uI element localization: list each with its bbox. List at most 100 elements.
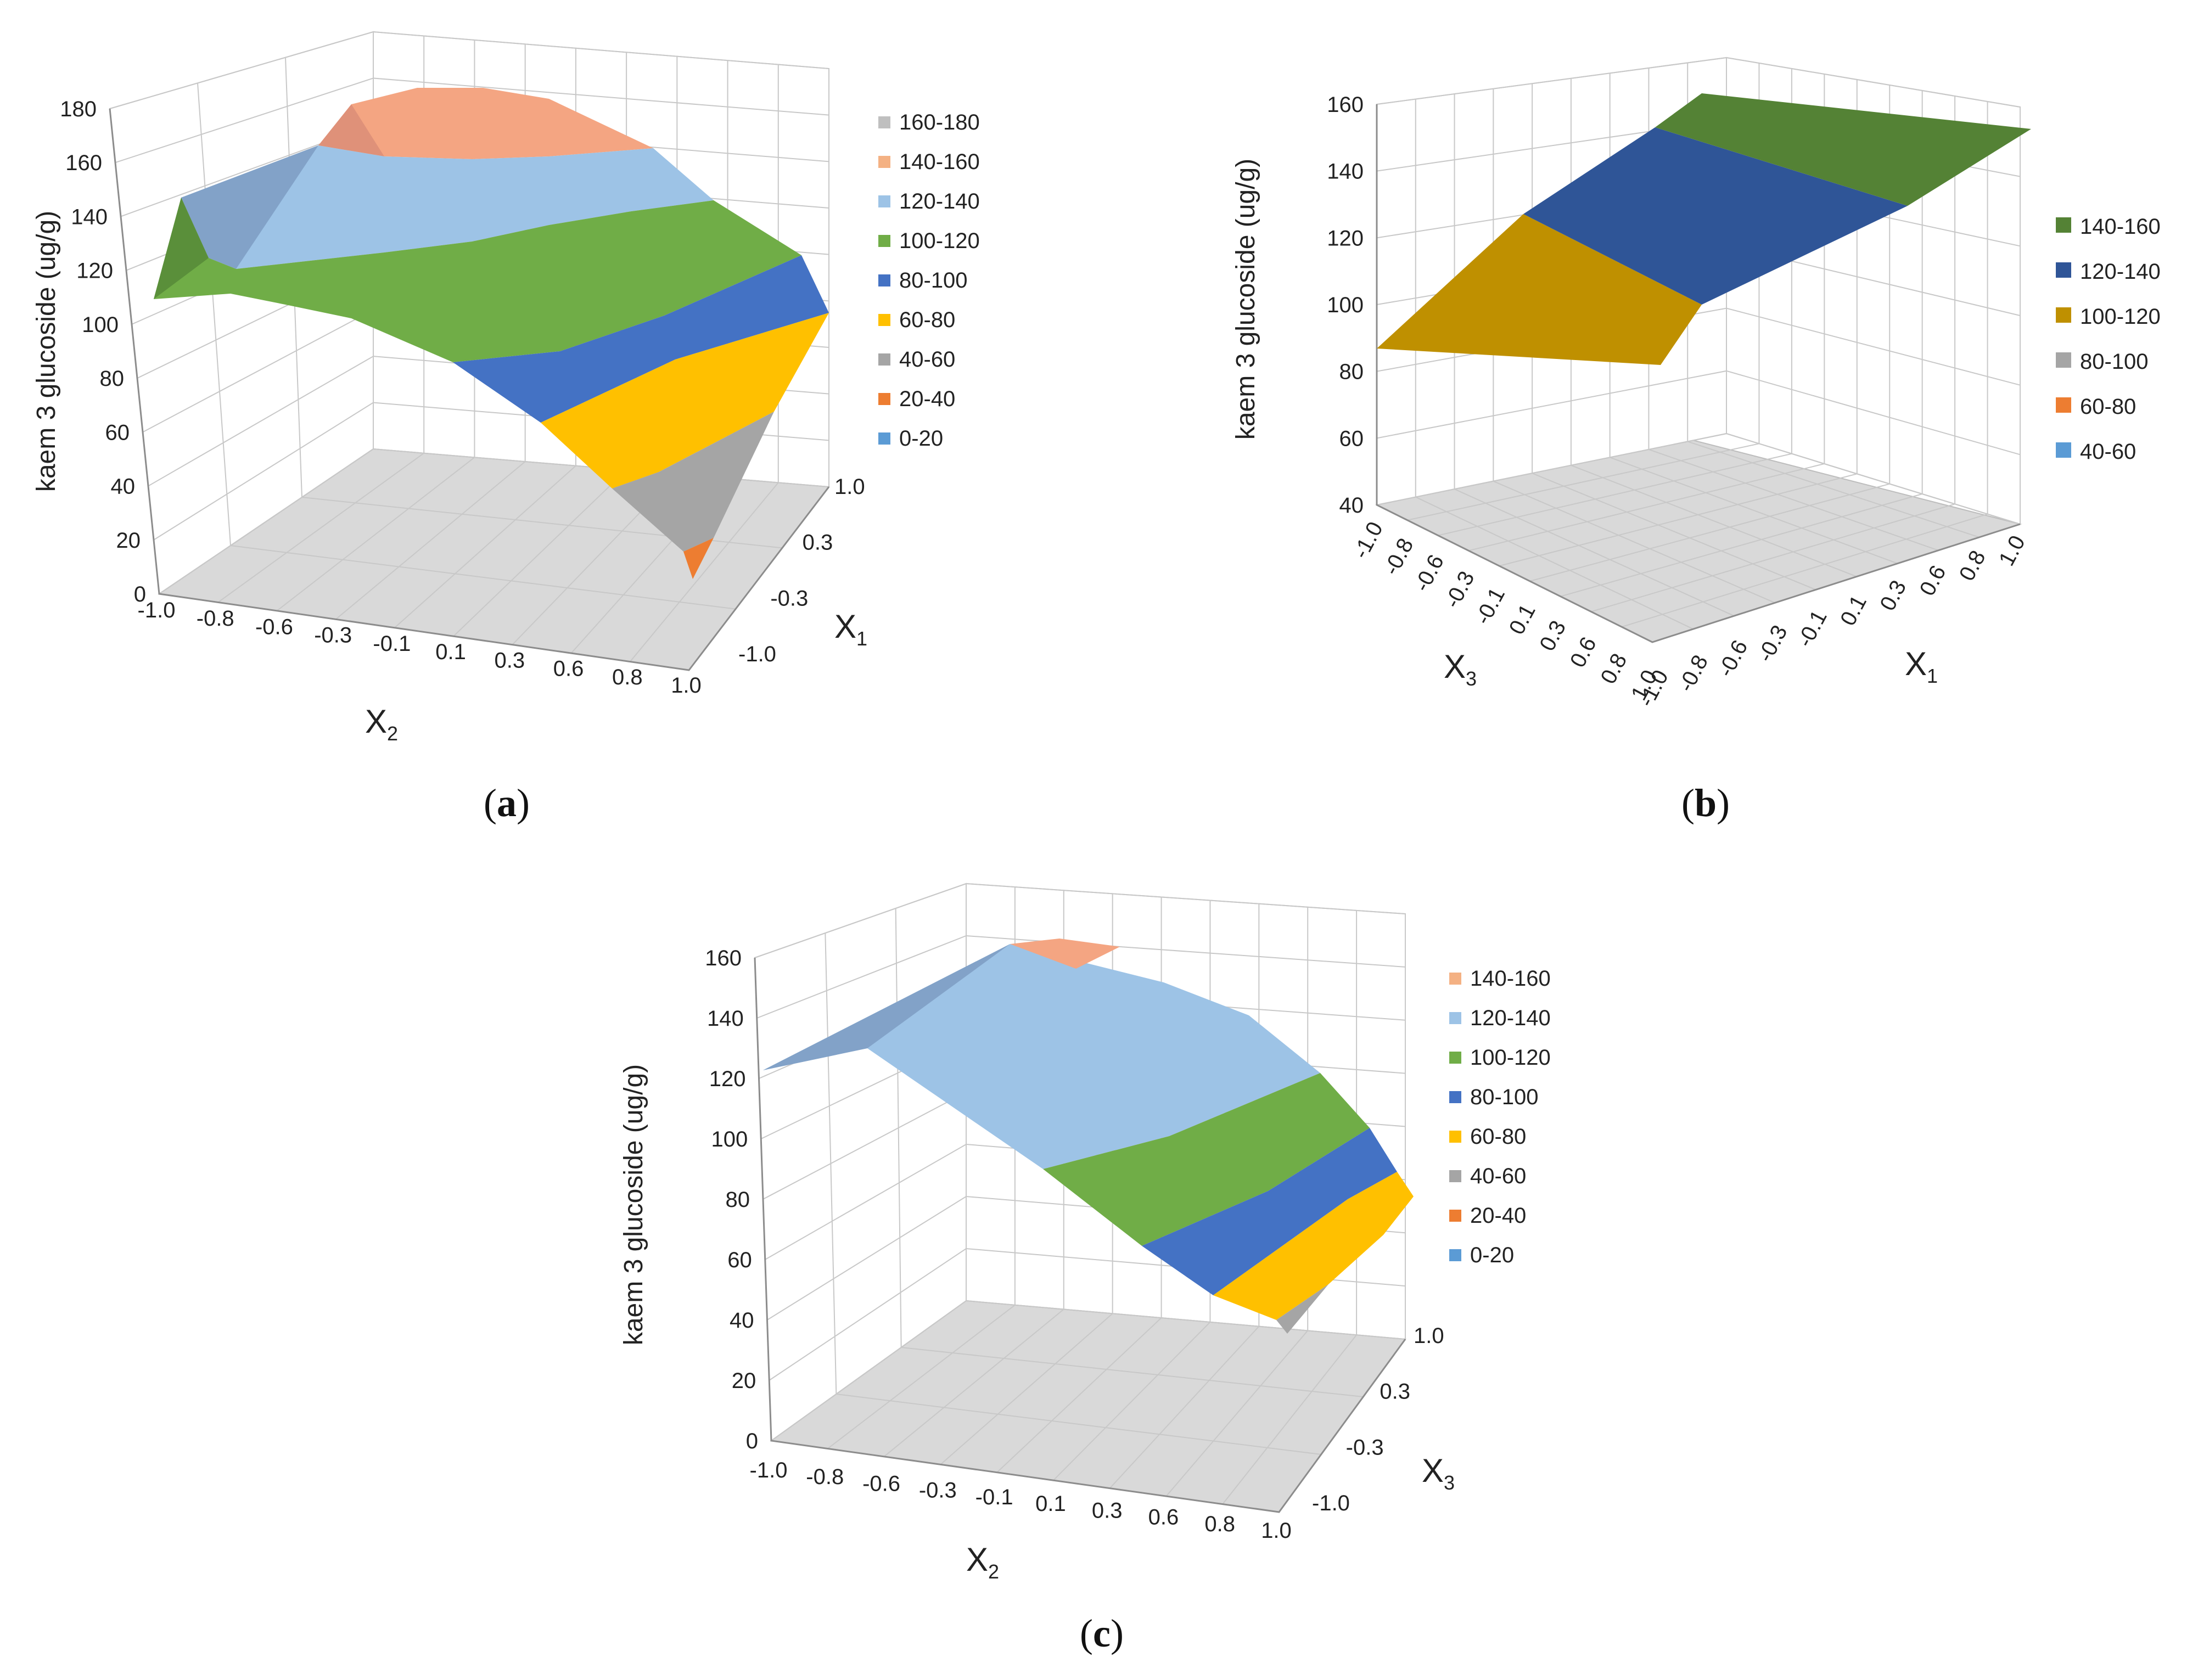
chart-a-band-80-100	[453, 255, 829, 423]
legend-label: 80-100	[2080, 350, 2149, 374]
chart-a-band-120-140	[181, 145, 714, 269]
x-tick-label: -1.0	[750, 1458, 788, 1482]
y-tick-label: 1.0	[1414, 1324, 1444, 1348]
chart-c-band-80-100	[1142, 1128, 1397, 1295]
legend-label: 80-100	[899, 268, 968, 293]
legend-swatch	[2056, 397, 2071, 413]
x-tick-label: -0.3	[1440, 568, 1479, 613]
chart-c-y-axis-label: X3	[1422, 1452, 1455, 1494]
chart-a-band-100-120-shade	[154, 198, 209, 299]
z-tick-label: 140	[71, 205, 108, 229]
x-tick-label: 0.3	[495, 648, 525, 672]
chart-a-band-40-60	[612, 412, 774, 552]
z-tick-label: 80	[100, 367, 125, 391]
axis-frame	[109, 108, 830, 671]
legend-swatch	[1449, 1091, 1461, 1103]
chart-b-z-axis-label: kaem 3 glucoside (ug/g)	[1231, 159, 1260, 440]
y-tick-label: 0.3	[803, 531, 833, 555]
legend-swatch	[878, 116, 890, 128]
y-tick-label: -0.3	[770, 586, 808, 610]
legend-label: 0-20	[1470, 1243, 1514, 1267]
y-tick-label: 0.1	[1836, 591, 1871, 630]
y-tick-label: 0.3	[1380, 1380, 1410, 1404]
legend-label: 120-140	[899, 189, 980, 213]
legend-swatch	[878, 156, 890, 168]
x-tick-label: -0.1	[1471, 584, 1510, 629]
y-tick-label: 0.8	[1955, 547, 1990, 585]
x-tick-label: 0.6	[553, 657, 584, 681]
z-tick-label: 20	[732, 1369, 756, 1393]
y-tick-label: -0.3	[1346, 1435, 1384, 1459]
chart-c-band-100-120	[1043, 1073, 1370, 1246]
x-tick-label: -0.3	[314, 623, 352, 648]
y-tick-label: 0.3	[1875, 576, 1911, 615]
chart-a-x-ticks: -1.0 -0.8 -0.6 -0.3 -0.1 0.1 0.3 0.6 0.8 1.0	[138, 598, 702, 698]
x-tick-label: -0.8	[806, 1465, 844, 1489]
x-tick-label: 0.1	[435, 640, 466, 664]
z-tick-label: 80	[726, 1188, 750, 1212]
chart-a-y-axis-label: X1	[834, 608, 867, 650]
z-tick-label: 60	[1339, 426, 1364, 451]
legend-swatch	[1449, 1249, 1461, 1261]
x-tick-label: -1.0	[1349, 518, 1388, 563]
chart-b-band-140-160	[1655, 93, 2031, 206]
x-tick-label: 0.8	[1596, 650, 1631, 688]
chart-c-legend: 140-160 120-140 100-120 80-100 60-80 40-60 20-…	[1449, 967, 1551, 1267]
legend-label: 80-100	[1470, 1085, 1539, 1109]
chart-b-z-ticks: 40 60 80 100 120 140 160	[1327, 93, 1364, 518]
chart-a-z-ticks: 0 20 40 60 80 100 120 140 160 180	[60, 97, 146, 606]
legend-label: 100-120	[899, 229, 980, 253]
legend-swatch	[878, 314, 890, 326]
legend-swatch	[878, 393, 890, 405]
chart-b-legend: 140-160 120-140 100-120 80-100 60-80 40-60	[2056, 215, 2161, 464]
x-tick-label: 0.6	[1148, 1505, 1179, 1530]
x-tick-label: 0.3	[1092, 1498, 1123, 1522]
z-tick-label: 80	[1339, 360, 1364, 384]
chart-a-band-20-40	[683, 538, 714, 579]
legend-label: 140-160	[1470, 967, 1551, 991]
legend-label: 40-60	[2080, 440, 2136, 464]
legend-label: 60-80	[2080, 395, 2136, 419]
z-tick-label: 100	[711, 1127, 748, 1151]
y-gridline	[825, 932, 1321, 1455]
chart-c-z-ticks: 0 20 40 60 80 100 120 140 160	[705, 946, 758, 1453]
z-tick-label: 160	[1327, 93, 1364, 117]
z-tick-label: 140	[1327, 160, 1364, 184]
chart-b-x-axis-label: X3	[1444, 648, 1477, 690]
y-tick-label: 1.0	[1994, 532, 2030, 570]
legend-swatch	[1449, 1052, 1461, 1064]
x-tick-label: -0.8	[197, 606, 234, 631]
chart-b-band-100-120	[1377, 214, 1702, 365]
chart-c-x-axis-label: X2	[966, 1541, 999, 1583]
y-tick-label: 1.0	[834, 475, 865, 499]
legend-label: 100-120	[2080, 305, 2161, 329]
z-tick-label: 40	[111, 475, 136, 499]
x-tick-label: -0.1	[373, 632, 411, 656]
x-tick-label: -0.6	[255, 615, 293, 639]
y-gridline	[1493, 88, 1775, 604]
chart-c-band-120-140-shade	[763, 944, 1010, 1070]
chart-b-gridlines	[1376, 57, 2021, 643]
legend-swatch	[878, 432, 890, 445]
z-tick-label: 100	[82, 313, 119, 337]
y-tick-label: -0.6	[1713, 636, 1752, 681]
y-tick-label: -1.0	[738, 642, 776, 666]
z-tick-label: 120	[709, 1067, 746, 1091]
x-tick-label: -0.3	[919, 1479, 957, 1503]
y-tick-label: 0.6	[1915, 561, 1951, 600]
chart-c-surface	[763, 939, 1414, 1334]
z-tick-label: 120	[76, 259, 113, 283]
legend-label: 20-40	[1470, 1204, 1526, 1228]
z-tick-label: 40	[730, 1308, 754, 1333]
z-tick-label: 0	[746, 1429, 758, 1453]
legend-swatch	[2056, 217, 2071, 233]
chart-a-z-axis-label: kaem 3 glucoside (ug/g)	[32, 211, 61, 492]
x-tick-label: 1.0	[671, 673, 702, 698]
z-tick-label: 0	[134, 582, 146, 606]
y-tick-label: -0.3	[1753, 621, 1792, 666]
x-tick-label: 0.1	[1035, 1492, 1066, 1516]
chart-a-x-axis-label: X2	[365, 703, 398, 745]
legend-swatch	[1449, 1131, 1461, 1143]
